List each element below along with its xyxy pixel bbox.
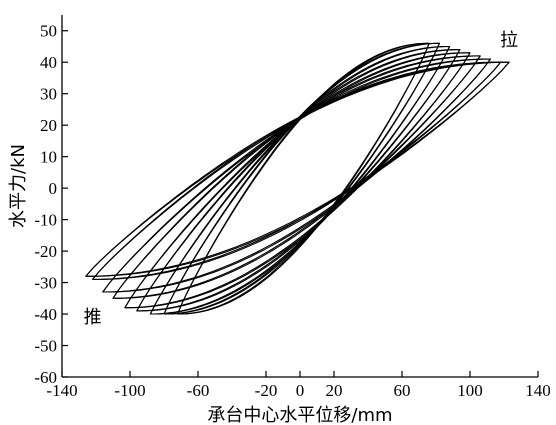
y-ticks: -60 -50 -40 -30 -20 -10 0 10 20 30 40 50 bbox=[34, 22, 68, 387]
x-ticks: -140 -100 -60 -20 0 20 60 100 140 bbox=[46, 371, 551, 400]
y-tick-label: 30 bbox=[40, 85, 57, 104]
x-tick-label: -100 bbox=[114, 381, 145, 400]
hysteresis-loop-repeat bbox=[136, 49, 461, 312]
hysteresis-loop-repeat bbox=[85, 61, 510, 277]
x-tick-label: -140 bbox=[46, 381, 77, 400]
y-tick-label: 40 bbox=[40, 53, 57, 72]
x-tick-label: 0 bbox=[296, 381, 305, 400]
y-tick-label: 50 bbox=[40, 22, 57, 41]
hysteresis-loop-repeat bbox=[177, 42, 430, 315]
hysteresis-loop bbox=[177, 42, 430, 315]
y-tick-label: -40 bbox=[34, 305, 57, 324]
annotation-tension: 拉 bbox=[500, 30, 518, 51]
y-tick-label: -60 bbox=[34, 368, 57, 387]
y-tick-label: 0 bbox=[49, 179, 58, 198]
x-tick-label: -60 bbox=[187, 381, 210, 400]
axes bbox=[61, 15, 538, 378]
hysteresis-loop-repeat bbox=[163, 42, 440, 315]
y-tick-label: -50 bbox=[34, 337, 57, 356]
y-tick-label: -10 bbox=[34, 211, 57, 230]
hysteresis-curves bbox=[85, 42, 510, 315]
hysteresis-loop-repeat bbox=[102, 58, 491, 293]
y-axis-title: 水平力/kN bbox=[8, 144, 29, 228]
hysteresis-loop-repeat bbox=[112, 55, 481, 299]
y-tick-label: 10 bbox=[40, 148, 57, 167]
x-axis-title: 承台中心水平位移/mm bbox=[207, 405, 392, 425]
y-tick-label: -30 bbox=[34, 274, 57, 293]
y-tick-label: -20 bbox=[34, 242, 57, 261]
hysteresis-loop bbox=[136, 49, 461, 312]
annotation-push: 推 bbox=[84, 307, 102, 328]
x-tick-label: 60 bbox=[394, 381, 411, 400]
x-tick-label: 20 bbox=[326, 381, 343, 400]
x-tick-label: 100 bbox=[457, 381, 483, 400]
hysteresis-loop-repeat bbox=[124, 52, 471, 309]
hysteresis-loop bbox=[149, 45, 451, 315]
y-tick-label: 20 bbox=[40, 116, 57, 135]
hysteresis-loop-repeat bbox=[149, 45, 451, 315]
x-tick-label: -20 bbox=[255, 381, 278, 400]
x-tick-label: 140 bbox=[525, 381, 551, 400]
